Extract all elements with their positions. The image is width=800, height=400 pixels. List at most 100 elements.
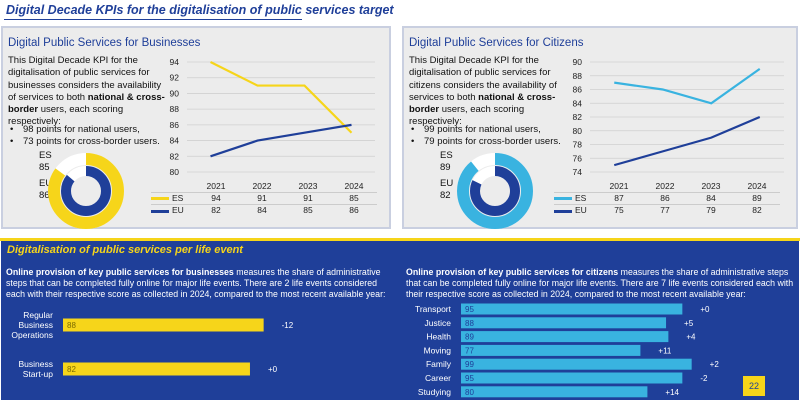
business-table-value-cell: 85 <box>331 191 377 204</box>
citizens-line-y-tick-label: 74 <box>573 167 583 177</box>
business-desc-bold: national & cross-border <box>8 91 165 116</box>
citizens-life-category-label: Moving <box>424 345 452 355</box>
citizens-panel-title: Digital Public Services for Citizens <box>409 37 584 49</box>
business-life-bar <box>63 318 264 332</box>
business-line-series-es <box>210 61 353 134</box>
citizens-desc-end: users, each scoring respectively: <box>409 104 525 128</box>
business-table-value-cell: 91 <box>239 191 285 204</box>
citizens-life-events-chart: Transport 95 +0 Justice 88 +5 Health 89 +4 Moving… <box>415 303 720 398</box>
citizens-line-y-tick-label: 84 <box>573 98 583 108</box>
citizens-life-change-label: +4 <box>686 333 696 342</box>
citizens-desc-bold: national & cross-border <box>409 91 556 116</box>
business-eu-label: EU <box>39 178 53 189</box>
citizens-line-y-tick-label: 80 <box>573 126 583 136</box>
citizens-table-legend-es: ES <box>554 191 596 204</box>
business-table-value-cell: 91 <box>285 191 331 204</box>
citizens-table-value-cell: 82 <box>734 203 780 216</box>
business-es-value: 85 <box>39 162 50 173</box>
business-line-y-tick-label: 92 <box>170 73 180 83</box>
business-life-category-label: Regular <box>23 310 53 320</box>
business-data-table: 2021 2022 2023 2024 ES 94 91 91 85 EU 82 84 85 86 <box>151 180 377 216</box>
business-table-header-row: 2021 2022 2023 2024 <box>151 180 377 192</box>
citizens-eu-label: EU <box>440 178 454 189</box>
citizens-description: This Digital Decade KPI for the digitali… <box>409 55 571 129</box>
citizens-line-y-tick-label: 90 <box>573 57 583 67</box>
citizens-line-series-es <box>614 67 761 105</box>
citizens-life-bar <box>461 372 683 384</box>
citizens-table-row-es: ES 87 86 84 89 <box>554 191 780 204</box>
citizens-donut-ring-es <box>457 153 533 229</box>
business-life-category-label: Operations <box>11 330 53 340</box>
life-citizens-description: Online provision of key public services … <box>406 267 798 300</box>
business-table-value-cell: 82 <box>193 203 239 216</box>
business-desc-text: This Digital Decade KPI for the digitali… <box>8 55 162 103</box>
business-line-y-tick-label: 90 <box>170 88 180 98</box>
citizens-table-value-cell: 79 <box>688 203 734 216</box>
business-table-value-cell: 84 <box>239 203 285 216</box>
life-events-panel: Digitalisation of public services per li… <box>1 241 799 400</box>
citizens-life-bar <box>461 344 641 356</box>
citizens-table-legend-label: EU <box>575 205 587 216</box>
business-line-y-tick-label: 88 <box>170 104 180 114</box>
citizens-table-value-cell: 87 <box>596 191 642 204</box>
citizens-table-header-row: 2021 2022 2023 2024 <box>554 180 780 192</box>
life-business-desc-bold: Online provision of key public services … <box>6 267 234 277</box>
business-table-legend-es: ES <box>151 191 193 204</box>
citizens-life-bar <box>461 303 683 315</box>
business-es-kpi: ES 85 <box>39 150 52 174</box>
citizens-table-row-eu: EU 75 77 79 82 <box>554 203 780 216</box>
business-bullet-national: 98 points for national users, <box>8 124 160 136</box>
citizens-line-y-tick-label: 82 <box>573 112 583 122</box>
citizens-eu-kpi: EU 82 <box>440 178 453 202</box>
citizens-table-value-cell: 75 <box>596 203 642 216</box>
citizens-life-category-label: Transport <box>415 304 452 314</box>
business-bullet-crossborder: 73 points for cross-border users. <box>8 136 160 148</box>
citizens-data-table: 2021 2022 2023 2024 ES 87 86 84 89 EU 75 77 79 82 <box>554 180 780 216</box>
life-events-title: Digitalisation of public services per li… <box>7 244 243 256</box>
citizens-life-bar-value: 89 <box>465 333 474 342</box>
citizens-table-value-cell: 86 <box>642 191 688 204</box>
citizens-life-change-label: +2 <box>710 360 720 369</box>
business-line-chart: 80 82 84 86 88 90 92 94 <box>170 57 375 177</box>
citizens-table-corner-cell <box>554 180 596 192</box>
business-table-legend-label: ES <box>172 193 184 203</box>
citizens-life-category-label: Career <box>425 373 451 383</box>
page-title: Digital Decade KPIs for the digitalisati… <box>6 3 394 17</box>
citizens-life-category-label: Justice <box>425 318 452 328</box>
business-eu-value: 86 <box>39 190 50 201</box>
citizens-line-series-eu <box>613 115 761 167</box>
citizens-table-value-cell: 84 <box>688 191 734 204</box>
citizens-life-bar <box>461 358 692 370</box>
citizens-line-y-tick-label: 88 <box>573 71 583 81</box>
business-table-legend-label: EU <box>172 205 184 216</box>
business-table-row-eu: EU 82 84 85 86 <box>151 203 377 216</box>
citizens-table-legend-swatch <box>554 197 572 201</box>
citizens-life-category-label: Family <box>426 359 452 369</box>
citizens-life-bar-value: 95 <box>465 305 474 314</box>
business-donut-ring-es <box>48 153 124 229</box>
citizens-line-y-tick-label: 86 <box>573 85 583 95</box>
business-bullets: 98 points for national users, 73 points … <box>8 124 160 148</box>
citizens-life-bar <box>461 331 669 343</box>
business-table-value-cell: 94 <box>193 191 239 204</box>
citizens-eu-value: 82 <box>440 190 451 201</box>
citizens-bullets: 99 points for national users, 79 points … <box>409 124 561 148</box>
citizens-life-change-label: +0 <box>700 305 710 314</box>
citizens-table-year-header: 2021 <box>609 180 629 191</box>
business-table-legend-swatch <box>151 209 169 213</box>
business-life-category-label: Business <box>19 320 54 330</box>
business-line-y-tick-label: 86 <box>170 120 180 130</box>
business-life-change-label: +0 <box>268 365 278 374</box>
citizens-life-bar-value: 80 <box>465 388 474 397</box>
business-donut-ring-eu <box>61 166 111 216</box>
business-table-year-header: 2021 <box>206 180 226 191</box>
business-table-year-header: 2024 <box>344 180 364 191</box>
citizens-life-bar-value: 77 <box>465 346 474 355</box>
citizens-line-chart: 74 76 78 80 82 84 86 88 90 <box>573 57 784 177</box>
citizens-table-value-cell: 89 <box>734 191 780 204</box>
life-events-band <box>0 238 800 241</box>
life-business-description: Online provision of key public services … <box>6 267 398 300</box>
citizens-life-change-label: +11 <box>658 346 672 355</box>
life-business-desc-text: measures the share of administrative ste… <box>6 267 386 299</box>
business-description: This Digital Decade KPI for the digitali… <box>8 55 170 129</box>
